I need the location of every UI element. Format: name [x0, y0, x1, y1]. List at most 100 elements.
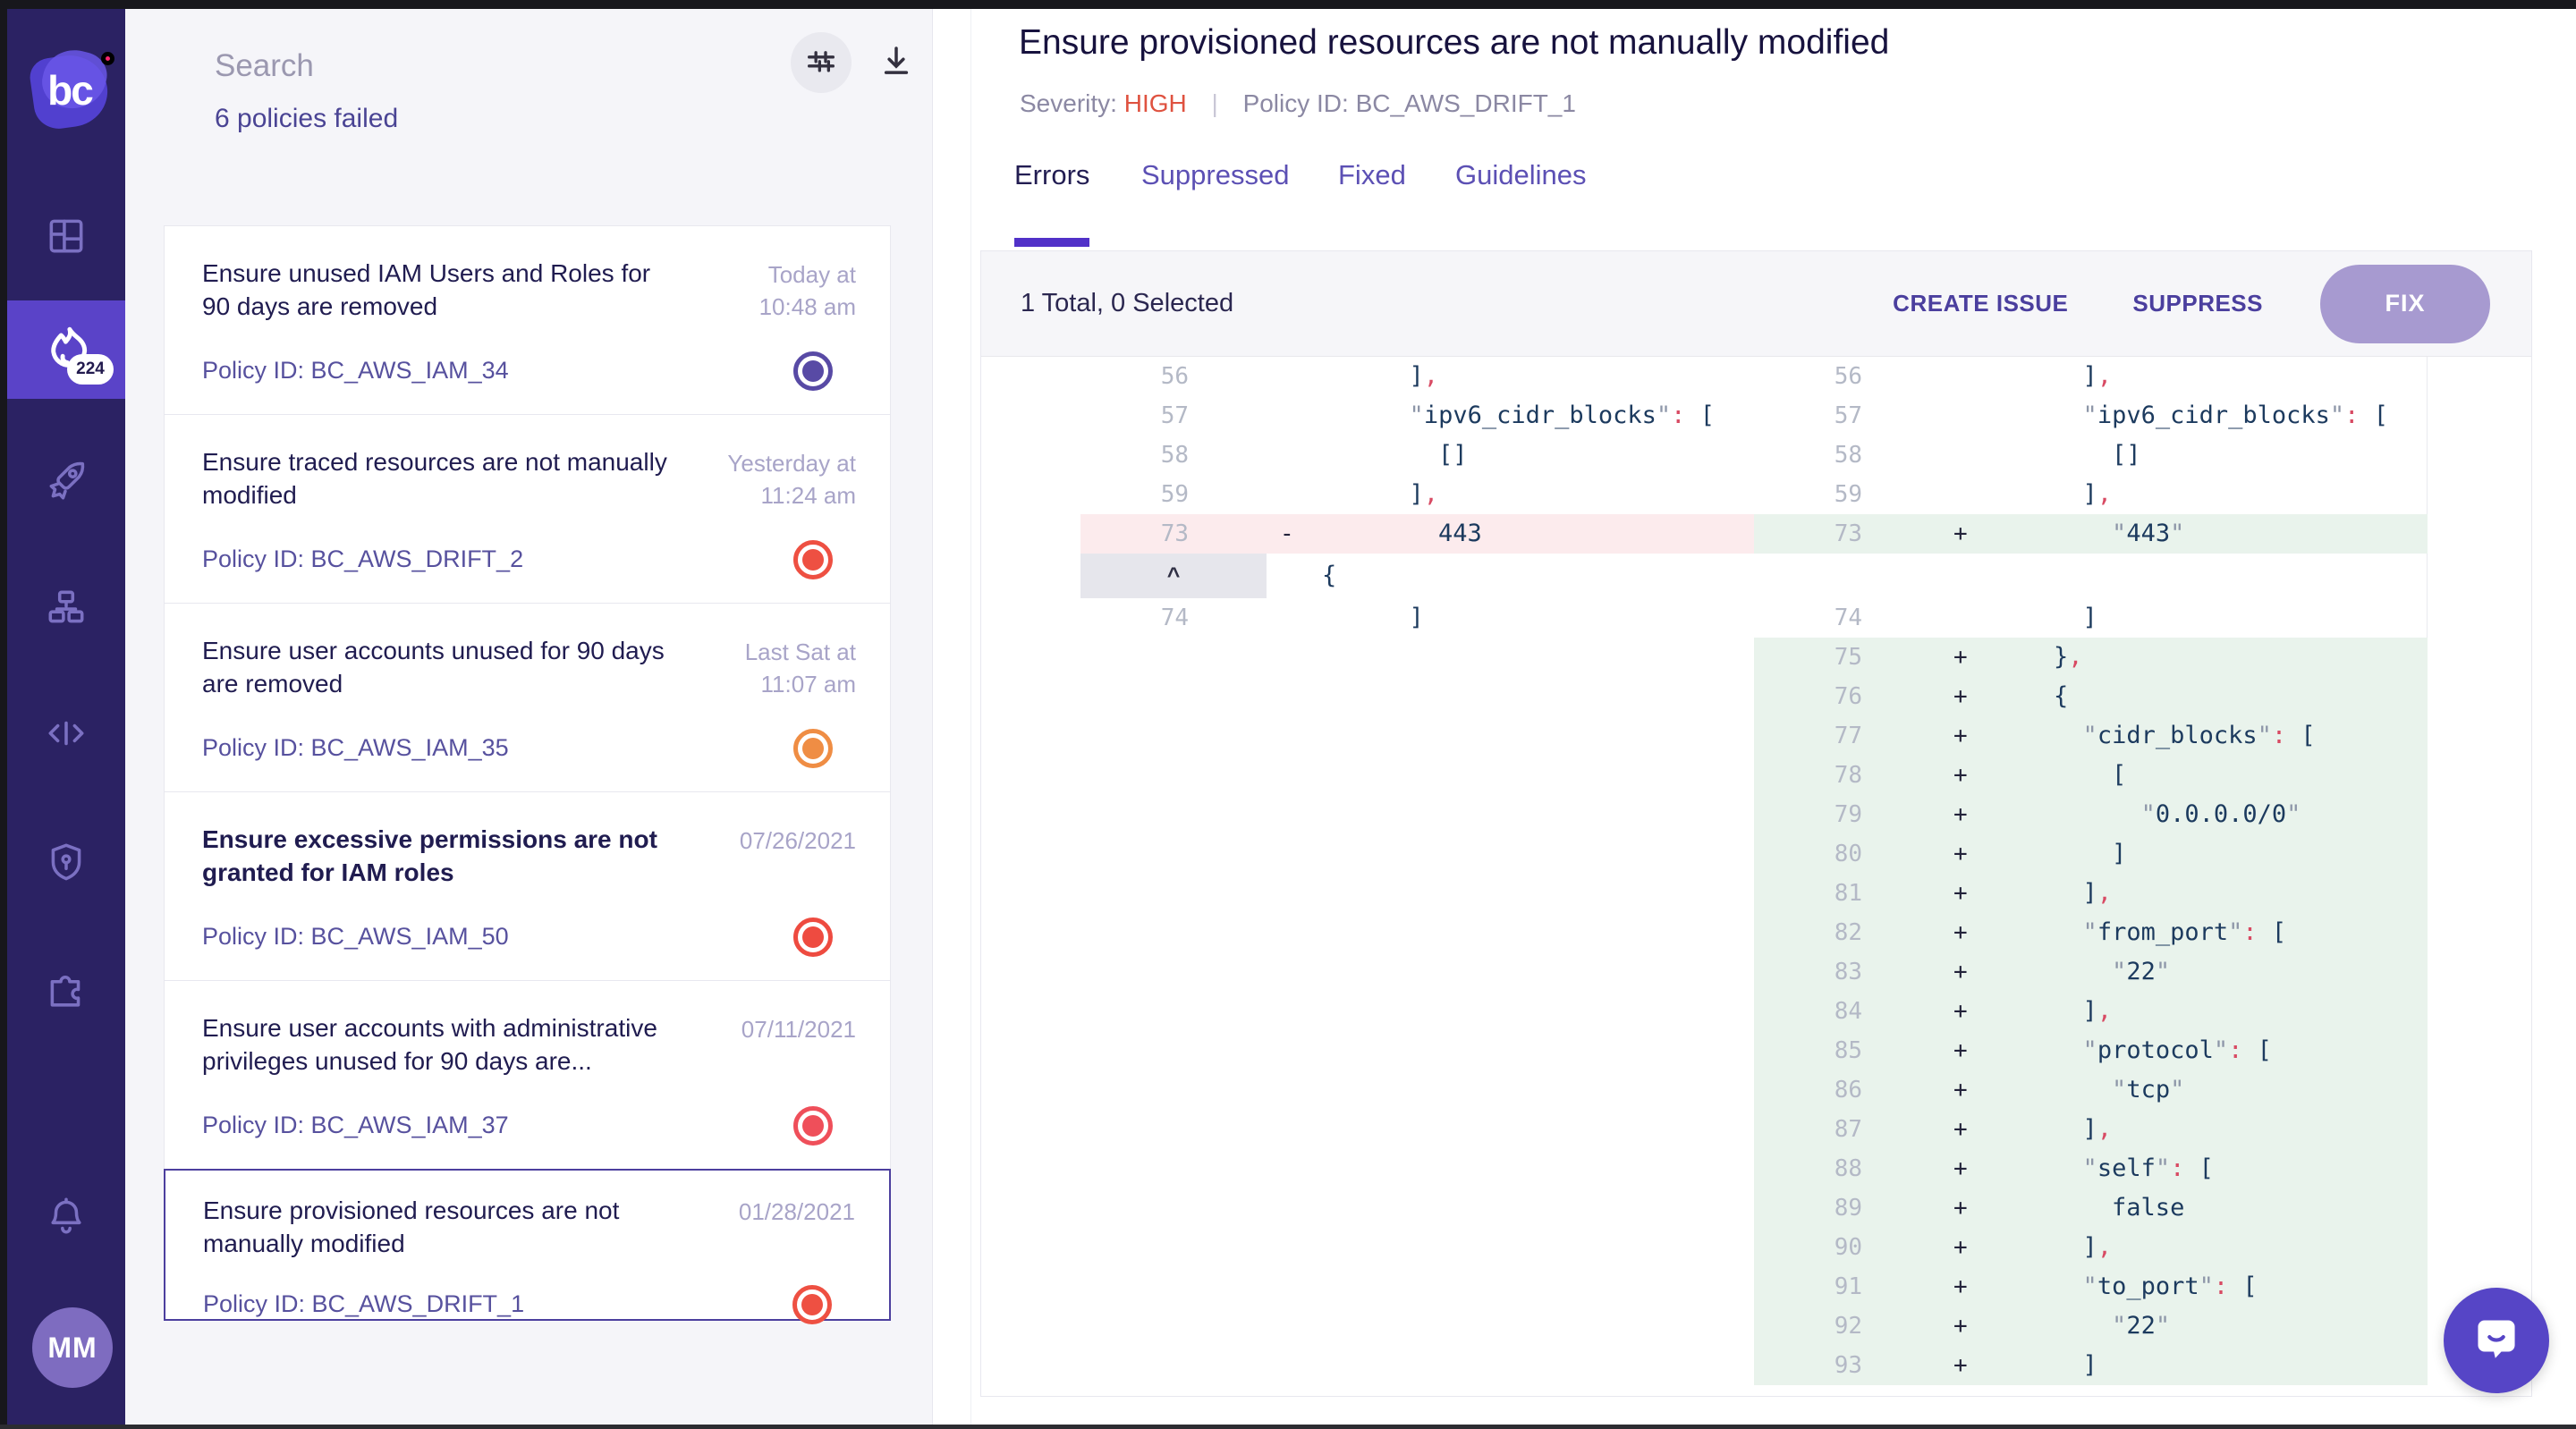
- diff-right-half: 75 + },: [1754, 638, 2428, 677]
- tab-suppressed[interactable]: Suppressed: [1141, 159, 1290, 190]
- tab-fixed[interactable]: Fixed: [1338, 159, 1406, 190]
- code-line: "22": [2112, 958, 2171, 985]
- separator: |: [1211, 89, 1218, 117]
- diff-marker: +: [1953, 1116, 1968, 1143]
- line-number: 58: [1834, 442, 1862, 469]
- diff-left-half: [1080, 952, 1754, 992]
- sidebar-item-security[interactable]: [7, 823, 125, 905]
- filter-button[interactable]: [791, 32, 852, 93]
- diff-left-half: [1080, 834, 1754, 874]
- brand-logo[interactable]: bc: [25, 43, 114, 136]
- code-line: "22": [2112, 1312, 2171, 1340]
- diff-row: 77 + "cidr_blocks": [: [1080, 716, 2428, 756]
- diff-expand-button[interactable]: ^: [1080, 554, 1267, 598]
- flame-icon: [38, 326, 94, 381]
- diff-right-half: 59 ],: [1754, 475, 2428, 514]
- sidebar-item-resources[interactable]: [7, 569, 125, 651]
- policy-card-id: Policy ID: BC_AWS_DRIFT_1: [203, 1290, 525, 1317]
- policy-card-title: Ensure traced resources are not manually…: [202, 448, 667, 509]
- code-line: ]: [1322, 604, 1424, 631]
- diff-left-half: 74 ]: [1080, 598, 1754, 638]
- line-number: 81: [1834, 880, 1862, 907]
- diff-row: 89 + false: [1080, 1188, 2428, 1228]
- diff-marker: +: [1953, 1037, 1968, 1064]
- diff-left-half: [1080, 716, 1754, 756]
- diff-row: 84 + ],: [1080, 992, 2428, 1031]
- download-button[interactable]: [875, 41, 918, 84]
- diff-row: 59 ], 59 ],: [1080, 475, 2427, 514]
- diff-marker: +: [1953, 1313, 1968, 1340]
- diff-row: 83 + "22": [1080, 952, 2428, 992]
- line-number: 75: [1834, 644, 1862, 671]
- sidebar-item-code[interactable]: [7, 694, 125, 776]
- policy-card-date: 01/28/2021: [738, 1198, 855, 1225]
- diff-row: 76 + {: [1080, 677, 2428, 716]
- policy-card[interactable]: Ensure provisioned resources are not man…: [164, 1169, 891, 1324]
- diff-marker: +: [1953, 1273, 1968, 1300]
- code-line: ],: [1996, 997, 2113, 1025]
- policy-card[interactable]: Ensure unused IAM Users and Roles for 90…: [164, 225, 891, 415]
- line-number: 57: [1834, 402, 1862, 429]
- policy-card[interactable]: Ensure excessive permissions are not gra…: [164, 791, 891, 981]
- diff-marker: [1201, 357, 1304, 396]
- code-line: "cidr_blocks": [: [2082, 722, 2316, 749]
- policy-card[interactable]: Ensure user accounts with administrative…: [164, 980, 891, 1170]
- diff-marker: [1875, 435, 1978, 475]
- diff-marker: [1201, 475, 1304, 514]
- code-line: ],: [1322, 362, 1439, 390]
- diff-right-half: 92 + "22": [1754, 1306, 2428, 1346]
- policy-card-date: Last Sat at 11:07 am: [744, 638, 856, 698]
- code-line: false: [1996, 1194, 2185, 1222]
- sidebar-item-integrations[interactable]: [7, 948, 125, 1030]
- chat-bubble-icon: [2470, 1313, 2522, 1369]
- diff-left-half: [1080, 638, 1754, 677]
- diff-right-half: 87 + ],: [1754, 1110, 2428, 1149]
- logo-notification-dot: [101, 52, 114, 65]
- diff-right-half: 57 "ipv6_cidr_blocks": [: [1754, 396, 2428, 435]
- policy-card[interactable]: Ensure traced resources are not manually…: [164, 414, 891, 604]
- line-number: 79: [1834, 801, 1862, 828]
- sidebar-item-launch[interactable]: [7, 442, 125, 524]
- code-line: "ipv6_cidr_blocks": [: [2082, 402, 2388, 429]
- suppress-button[interactable]: SUPPRESS: [2132, 290, 2263, 317]
- fix-button[interactable]: FIX: [2320, 264, 2490, 343]
- puzzle-icon: [44, 965, 89, 1014]
- diff-left-half: 57 "ipv6_cidr_blocks": [: [1080, 396, 1754, 435]
- create-issue-button[interactable]: CREATE ISSUE: [1893, 290, 2069, 317]
- code-line: "tcp": [2112, 1076, 2185, 1103]
- line-number: 58: [1160, 442, 1189, 469]
- diff-row: 58 [] 58 []: [1080, 435, 2427, 475]
- user-avatar[interactable]: MM: [32, 1307, 113, 1388]
- diff-left-half: [1080, 677, 1754, 716]
- policy-id-text: Policy ID: BC_AWS_DRIFT_1: [1242, 89, 1576, 117]
- dashboard-grid-icon: [44, 214, 89, 263]
- diff-row: 88 + "self": [: [1080, 1149, 2428, 1188]
- diff-left-half: [1080, 1228, 1754, 1267]
- sidebar-item-notifications[interactable]: [7, 1177, 125, 1259]
- diff-row: 86 + "tcp": [1080, 1070, 2428, 1110]
- code-line: []: [1322, 441, 1468, 469]
- sidebar-item-incidents[interactable]: 224: [7, 300, 125, 399]
- policy-card-title: Ensure user accounts with administrative…: [202, 1014, 657, 1075]
- filter-sliders-icon: [803, 43, 839, 83]
- errors-panel: 1 Total, 0 Selected CREATE ISSUE SUPPRES…: [980, 250, 2532, 1397]
- diff-right-half: 73 + "443": [1754, 514, 2428, 554]
- tab-guidelines[interactable]: Guidelines: [1455, 159, 1587, 190]
- line-number: 56: [1160, 363, 1189, 390]
- policy-card-title: Ensure provisioned resources are not man…: [203, 1196, 620, 1257]
- line-number: 78: [1834, 762, 1862, 789]
- chat-launcher-button[interactable]: [2444, 1288, 2549, 1393]
- diff-row: 74 ] 74 ]: [1080, 598, 2427, 638]
- tab-errors[interactable]: Errors: [1014, 159, 1090, 190]
- code-line: "self": [: [2082, 1154, 2214, 1182]
- line-number: 85: [1834, 1037, 1862, 1064]
- diff-right-half: 76 + {: [1754, 677, 2428, 716]
- diff-marker: +: [1953, 723, 1968, 749]
- policy-card[interactable]: Ensure user accounts unused for 90 days …: [164, 603, 891, 792]
- diff-marker: +: [1953, 762, 1968, 789]
- diff-marker: +: [1953, 959, 1968, 985]
- sidebar-item-dashboard[interactable]: [7, 197, 125, 279]
- search-input[interactable]: [215, 41, 698, 91]
- status-dot: [793, 1106, 833, 1146]
